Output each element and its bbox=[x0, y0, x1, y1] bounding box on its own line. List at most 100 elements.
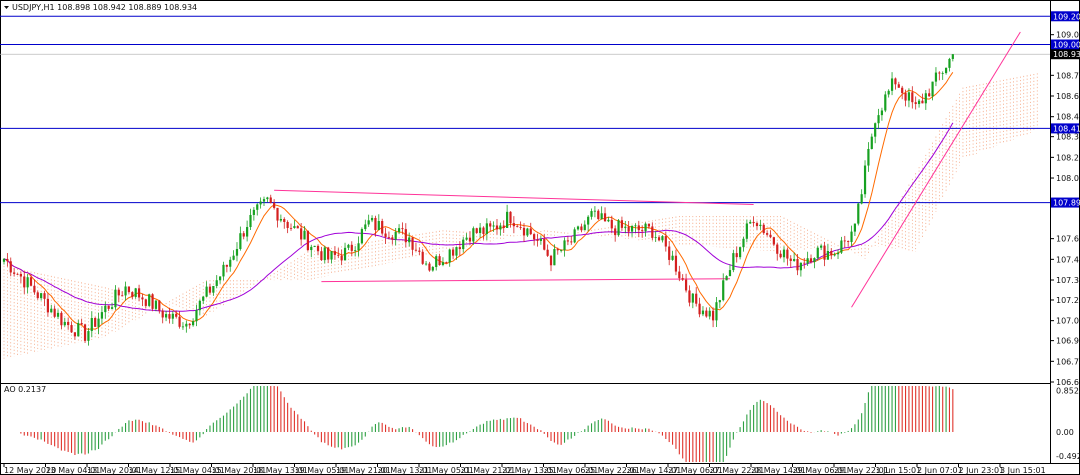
candle-body bbox=[117, 289, 120, 296]
candle-body bbox=[323, 247, 326, 261]
candle-body bbox=[232, 255, 235, 260]
candle-body bbox=[725, 276, 728, 281]
level-label-box bbox=[1051, 11, 1079, 22]
candle-body bbox=[46, 298, 49, 313]
candle-body bbox=[16, 273, 19, 275]
candle-body bbox=[408, 237, 411, 243]
candle-body bbox=[80, 323, 83, 325]
candle-body bbox=[924, 93, 927, 104]
candle-body bbox=[897, 84, 900, 88]
candle-body bbox=[644, 223, 647, 232]
candle-body bbox=[225, 264, 228, 267]
level-label-text: 108.934 bbox=[1053, 50, 1080, 59]
trend-line[interactable] bbox=[321, 278, 730, 283]
candle-body bbox=[67, 321, 70, 326]
candle-body bbox=[877, 115, 880, 124]
candle-body bbox=[370, 217, 374, 221]
candle-body bbox=[759, 224, 762, 227]
candle-body bbox=[273, 202, 276, 208]
candle-body bbox=[556, 249, 559, 251]
trend-lines[interactable] bbox=[274, 31, 1021, 308]
candle-body bbox=[860, 194, 863, 204]
candle-body bbox=[458, 247, 461, 250]
ao-tick-label: 0.00 bbox=[1056, 428, 1074, 437]
candle-body bbox=[850, 231, 853, 242]
candle-body bbox=[769, 234, 772, 238]
candle-body bbox=[560, 250, 563, 252]
candle-body bbox=[279, 218, 282, 221]
candle-body bbox=[671, 255, 674, 260]
candle-body bbox=[934, 72, 938, 82]
candle-body bbox=[391, 237, 394, 240]
candle-body bbox=[536, 239, 539, 241]
candle-body bbox=[455, 247, 458, 256]
candle-body bbox=[921, 100, 924, 104]
trend-line[interactable] bbox=[274, 189, 754, 206]
candle-body bbox=[6, 258, 9, 262]
candle-body bbox=[374, 217, 377, 231]
candle-body bbox=[894, 78, 897, 85]
candle-body bbox=[546, 249, 549, 256]
candle-body bbox=[202, 296, 205, 301]
candle-body bbox=[384, 233, 387, 237]
candle-body bbox=[269, 197, 272, 203]
level-label-text: 108.414 bbox=[1053, 124, 1080, 133]
candle-body bbox=[816, 247, 819, 259]
x-tick-label: 27 May 06:01 bbox=[668, 466, 723, 475]
candle-body bbox=[549, 255, 553, 266]
candle-body bbox=[789, 258, 792, 261]
candle-body bbox=[853, 223, 857, 232]
candle-body bbox=[485, 223, 488, 234]
candle-body bbox=[252, 209, 255, 215]
candle-body bbox=[742, 238, 745, 248]
y-tick-label: 108.066 bbox=[1056, 174, 1080, 183]
candle-body bbox=[779, 253, 782, 258]
symbol-dropdown-icon[interactable] bbox=[4, 6, 9, 9]
candle-body bbox=[90, 318, 93, 332]
candle-body bbox=[212, 285, 215, 293]
candle-body bbox=[289, 227, 293, 229]
candle-body bbox=[259, 201, 262, 205]
candle-body bbox=[181, 326, 185, 328]
level-label-box bbox=[1051, 39, 1079, 50]
trend-line[interactable] bbox=[851, 31, 1021, 308]
candle-body bbox=[705, 310, 708, 317]
candle-body bbox=[739, 247, 742, 258]
candle-body bbox=[2, 258, 6, 262]
candle-body bbox=[776, 244, 779, 254]
candle-body bbox=[310, 246, 313, 251]
candle-body bbox=[874, 123, 877, 137]
candle-body bbox=[813, 258, 816, 263]
candle-body bbox=[428, 263, 431, 271]
candle-body bbox=[641, 230, 644, 232]
candle-body bbox=[462, 239, 465, 250]
ao-tick-label: 0.8528 bbox=[1056, 387, 1080, 396]
candle-body bbox=[13, 272, 16, 274]
x-tick-label: 12 May 2020 bbox=[4, 466, 56, 475]
candle-body bbox=[40, 293, 43, 299]
price-axis[interactable]: 109.071 108.786 108.641 108.496 108.356 108.2… bbox=[1050, 31, 1080, 387]
candle-body bbox=[424, 263, 428, 265]
candle-body bbox=[728, 270, 732, 277]
candle-body bbox=[29, 277, 33, 286]
candle-body bbox=[306, 230, 309, 251]
candle-body bbox=[94, 318, 97, 327]
candle-body bbox=[235, 249, 239, 256]
y-tick-label: 106.781 bbox=[1056, 357, 1080, 366]
candle-body bbox=[543, 238, 546, 250]
ao-indicator-title: AO 0.2137 bbox=[4, 385, 46, 394]
candle-body bbox=[597, 210, 600, 220]
y-tick-label: 107.211 bbox=[1056, 296, 1080, 305]
candle-body bbox=[401, 228, 404, 230]
ma-fast-line bbox=[3, 72, 954, 330]
candle-body bbox=[171, 313, 174, 319]
candle-body bbox=[451, 249, 455, 256]
candle-body bbox=[333, 251, 337, 255]
candle-body bbox=[36, 292, 39, 299]
chart-title: USDJPY,H1 108.898 108.942 108.889 108.93… bbox=[12, 3, 197, 12]
candle-body bbox=[799, 262, 802, 271]
candle-body bbox=[529, 228, 532, 235]
candle-body bbox=[681, 278, 684, 280]
